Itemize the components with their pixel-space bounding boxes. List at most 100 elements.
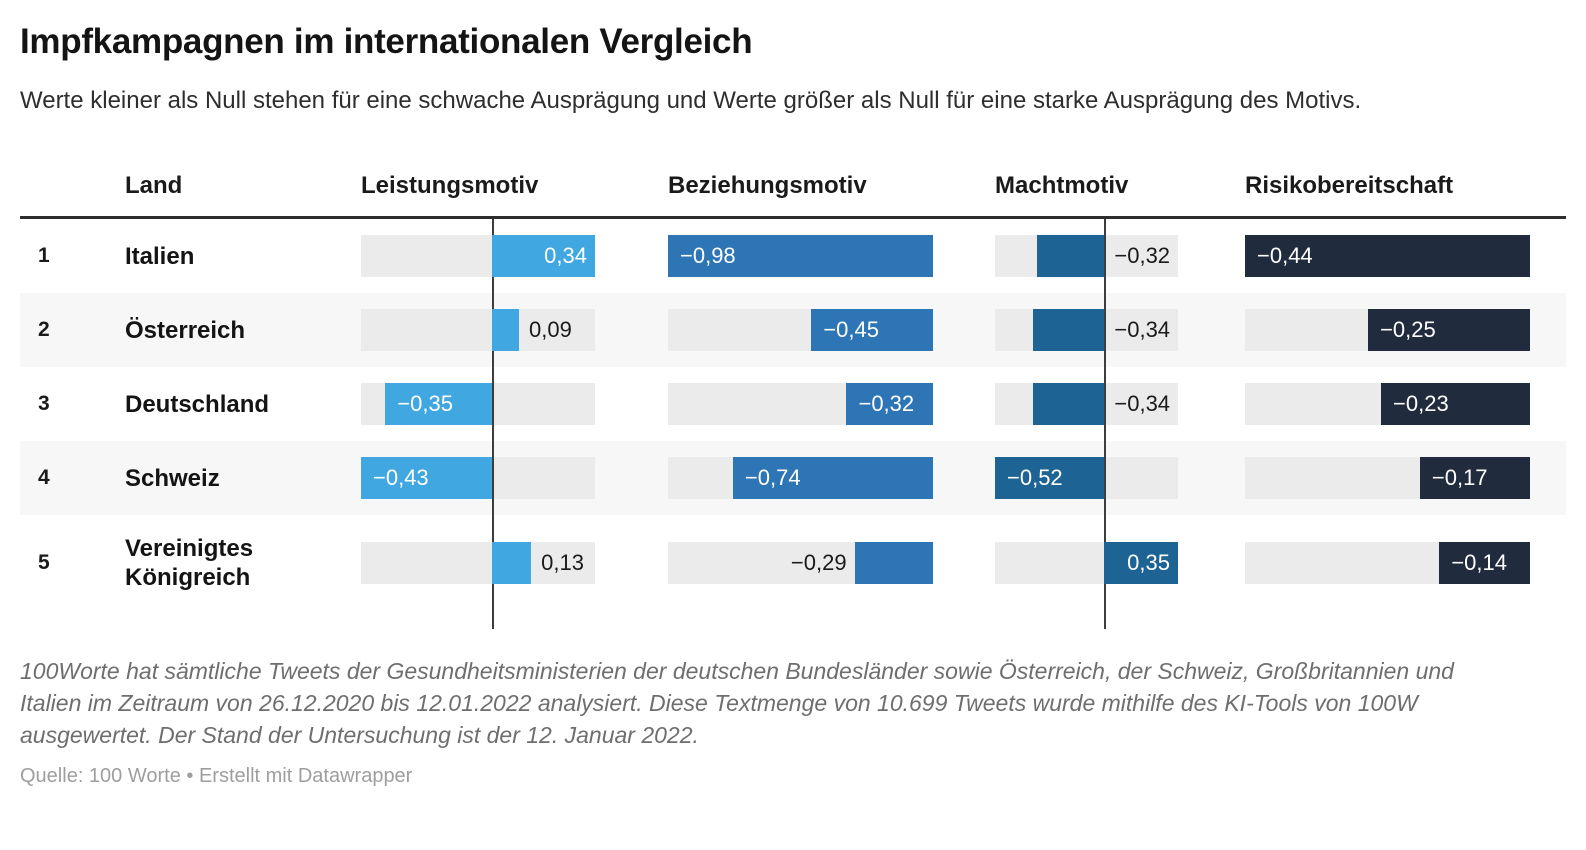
table-row: 3 Deutschland −0,35 −0,32 −0,34 −0,23	[20, 367, 1566, 441]
table-row: 5 Vereinigtes Königreich 0,13 −0,29 0,35 −0,1…	[20, 515, 1566, 611]
value-label: −0,52	[1007, 465, 1063, 490]
chart-notes: 100Worte hat sämtliche Tweets der Gesund…	[20, 658, 1454, 748]
bar-track: −0,52	[995, 457, 1178, 499]
row-rank: 4	[38, 466, 50, 489]
bar-track: −0,34	[995, 309, 1178, 351]
value-cell-beziehung: −0,45	[668, 309, 933, 351]
value-bar	[491, 309, 520, 351]
bar-track: 0,13	[361, 542, 595, 584]
value-label: −0,34	[1114, 317, 1171, 342]
value-cell-risiko: −0,14	[1245, 542, 1530, 584]
bar-track: −0,34	[995, 383, 1178, 425]
value-cell-risiko: −0,17	[1245, 457, 1530, 499]
value-bar	[491, 542, 532, 584]
value-bar	[491, 235, 595, 277]
value-label: −0,34	[1114, 391, 1171, 416]
bar-track: 0,34	[361, 235, 595, 277]
bar-track: −0,44	[1245, 235, 1530, 277]
value-bar	[854, 542, 933, 584]
bar-track: −0,17	[1245, 457, 1530, 499]
value-label: −0,14	[1451, 550, 1507, 575]
value-bar	[668, 235, 933, 277]
table-row: 4 Schweiz −0,43 −0,74 −0,52 −0,17	[20, 441, 1566, 515]
bar-track: −0,29	[668, 542, 933, 584]
value-cell-beziehung: −0,74	[668, 457, 933, 499]
value-bar	[1419, 457, 1530, 499]
row-country: Schweiz	[125, 464, 220, 492]
column-header-land: Land	[125, 172, 183, 199]
value-label: 0,13	[541, 550, 584, 575]
value-cell-macht: 0,35	[995, 542, 1178, 584]
value-cell-leistung: 0,09	[361, 309, 595, 351]
value-label: 0,09	[529, 317, 572, 342]
value-label: −0,45	[823, 317, 879, 342]
bar-track: −0,35	[361, 383, 595, 425]
bar-track: 0,09	[361, 309, 595, 351]
row-country: Österreich	[125, 316, 246, 344]
zero-axis-line	[1104, 219, 1107, 629]
value-cell-risiko: −0,25	[1245, 309, 1530, 351]
bar-track: −0,98	[668, 235, 933, 277]
value-cell-risiko: −0,23	[1245, 383, 1530, 425]
value-bar	[385, 383, 492, 425]
value-label: −0,35	[397, 391, 453, 416]
value-cell-beziehung: −0,29	[668, 542, 933, 584]
row-rank: 1	[38, 244, 50, 267]
value-label: −0,32	[858, 391, 915, 416]
table-row: 1 Italien 0,34 −0,98 −0,32 −0,44	[20, 219, 1566, 293]
value-label: −0,32	[1114, 243, 1171, 268]
value-label: −0,25	[1380, 317, 1436, 342]
value-label: −0,74	[744, 465, 801, 490]
row-country: Italien	[125, 242, 195, 270]
row-country: Vereinigtes Königreich	[125, 535, 254, 591]
bar-track: −0,74	[668, 457, 933, 499]
value-cell-beziehung: −0,98	[668, 235, 933, 277]
column-header-leistungsmotiv: Leistungsmotiv	[361, 172, 539, 199]
bar-track: −0,23	[1245, 383, 1530, 425]
value-cell-leistung: −0,35	[361, 383, 595, 425]
source-line: Quelle: 100 Worte • Erstellt mit Datawra…	[20, 765, 413, 787]
row-country: Deutschland	[125, 390, 270, 418]
bar-track: −0,14	[1245, 542, 1530, 584]
value-bar	[811, 309, 933, 351]
value-label: −0,98	[680, 243, 736, 268]
value-label: −0,23	[1393, 391, 1449, 416]
column-header-beziehungsmotiv: Beziehungsmotiv	[668, 172, 867, 199]
value-label: −0,44	[1257, 243, 1313, 268]
value-bar	[1368, 309, 1530, 351]
value-bar	[1032, 383, 1105, 425]
value-bar	[732, 457, 933, 499]
value-cell-macht: −0,32	[995, 235, 1178, 277]
value-cell-leistung: −0,43	[361, 457, 595, 499]
table-row: 2 Österreich 0,09 −0,45 −0,34 −0,25	[20, 293, 1566, 367]
value-label: −0,29	[790, 550, 847, 575]
value-bar	[1037, 235, 1105, 277]
value-cell-leistung: 0,13	[361, 542, 595, 584]
bar-track: −0,45	[668, 309, 933, 351]
row-rank: 3	[38, 392, 50, 415]
row-rank: 5	[38, 551, 50, 574]
value-bar	[1439, 542, 1530, 584]
page-title: Impfkampagnen im internationalen Verglei…	[20, 22, 753, 61]
table-header-row: Land Leistungsmotiv Beziehungsmotiv Mach…	[20, 152, 1566, 219]
bar-track: 0,35	[995, 542, 1178, 584]
chart-description: Werte kleiner als Null stehen für eine s…	[20, 87, 1362, 114]
value-label: −0,17	[1431, 465, 1488, 490]
bar-track: −0,25	[1245, 309, 1530, 351]
zero-axis-line	[491, 219, 494, 629]
bar-track: −0,32	[995, 235, 1178, 277]
value-cell-beziehung: −0,32	[668, 383, 933, 425]
value-bar	[846, 383, 933, 425]
value-bar	[1032, 309, 1105, 351]
value-bar	[1381, 383, 1530, 425]
bar-track: −0,32	[668, 383, 933, 425]
table-body: 1 Italien 0,34 −0,98 −0,32 −0,44 2 Österreich 0,…	[20, 219, 1566, 629]
value-bar	[995, 457, 1105, 499]
column-header-risikobereitschaft: Risikobereitschaft	[1245, 172, 1454, 199]
value-label: −0,43	[373, 465, 429, 490]
row-rank: 2	[38, 318, 50, 341]
value-cell-risiko: −0,44	[1245, 235, 1530, 277]
value-cell-macht: −0,52	[995, 457, 1178, 499]
bar-track: −0,43	[361, 457, 595, 499]
column-header-machtmotiv: Machtmotiv	[995, 172, 1129, 199]
